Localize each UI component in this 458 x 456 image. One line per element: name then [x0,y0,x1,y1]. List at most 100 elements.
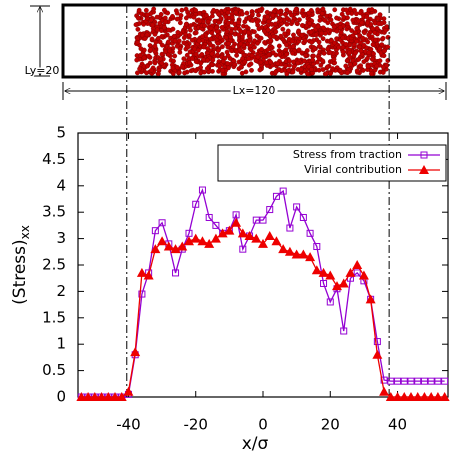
y-tick-label: 4 [56,176,66,194]
particle [332,7,338,13]
particle [255,54,261,60]
particle [277,52,283,58]
marker [299,213,307,221]
marker [332,281,342,291]
particle [270,12,276,18]
particle [238,64,244,70]
marker [432,392,443,401]
particle [262,40,268,45]
particle [291,32,296,38]
marker [172,269,180,277]
particle [195,47,201,53]
particle [148,47,153,53]
particle [369,71,374,77]
marker [130,347,141,357]
particle [276,9,281,15]
marker [212,221,220,229]
particle [311,23,317,28]
particle [163,49,168,55]
particle [225,20,231,26]
particle [149,36,155,42]
y-tick-label: 3.5 [42,203,66,221]
marker [439,392,450,401]
marker [414,377,422,385]
particle [308,29,314,35]
particle [282,12,288,17]
particle [284,51,289,57]
particle [361,42,367,48]
particle [186,12,192,18]
particle [145,12,150,18]
particle [193,30,199,36]
particle [220,44,225,50]
particle [152,43,158,49]
y-axis-label: (Stress)xx [10,225,32,305]
particle [189,56,195,61]
particle [184,52,190,58]
marker [372,349,383,359]
particle [133,22,139,28]
y-tick-label: 0.5 [42,361,66,379]
particle [362,30,367,36]
marker [313,243,321,251]
particle [284,42,289,48]
particle [372,30,378,35]
marker [279,187,287,195]
particle [144,32,150,38]
particle [166,27,172,33]
particle [280,26,286,32]
series-line [81,221,445,398]
particle [148,17,154,23]
marker [244,230,255,240]
particle [375,16,381,21]
marker [163,241,174,251]
marker [380,376,388,384]
particle [249,53,255,59]
particle [250,11,255,17]
marker [237,228,248,238]
marker [441,377,449,385]
particle [285,28,291,34]
particle [334,28,340,34]
particle [144,63,150,69]
y-tick-label: 0 [56,388,66,406]
marker [259,216,267,224]
particle [284,21,290,27]
particle [220,67,226,73]
particle [345,70,350,76]
marker [306,229,314,237]
particle [340,35,346,41]
particle [299,32,305,38]
particle [320,58,326,64]
particle [205,19,211,24]
particle [135,26,141,32]
particle [244,24,249,30]
particle [201,57,206,63]
particle [159,51,165,57]
particle [225,61,231,67]
particle [337,25,343,30]
particle [216,19,222,25]
x-tick-label: 0 [258,416,268,434]
particle [152,31,158,37]
particle [325,46,331,52]
particle [176,38,182,44]
particle [188,23,194,28]
particle [193,8,199,13]
marker [157,236,168,246]
marker [325,270,336,280]
y-tick-label: 1.5 [42,308,66,326]
marker [406,392,416,401]
particle [287,58,292,64]
particle [242,59,248,65]
particle [309,39,315,45]
marker [158,219,166,227]
particle [211,7,217,13]
particle [240,34,245,40]
x-axis-label: x/σ [242,434,269,454]
particle [317,17,323,23]
particle [170,26,176,32]
particle [364,14,370,20]
particle [365,64,371,69]
particle [347,54,353,60]
